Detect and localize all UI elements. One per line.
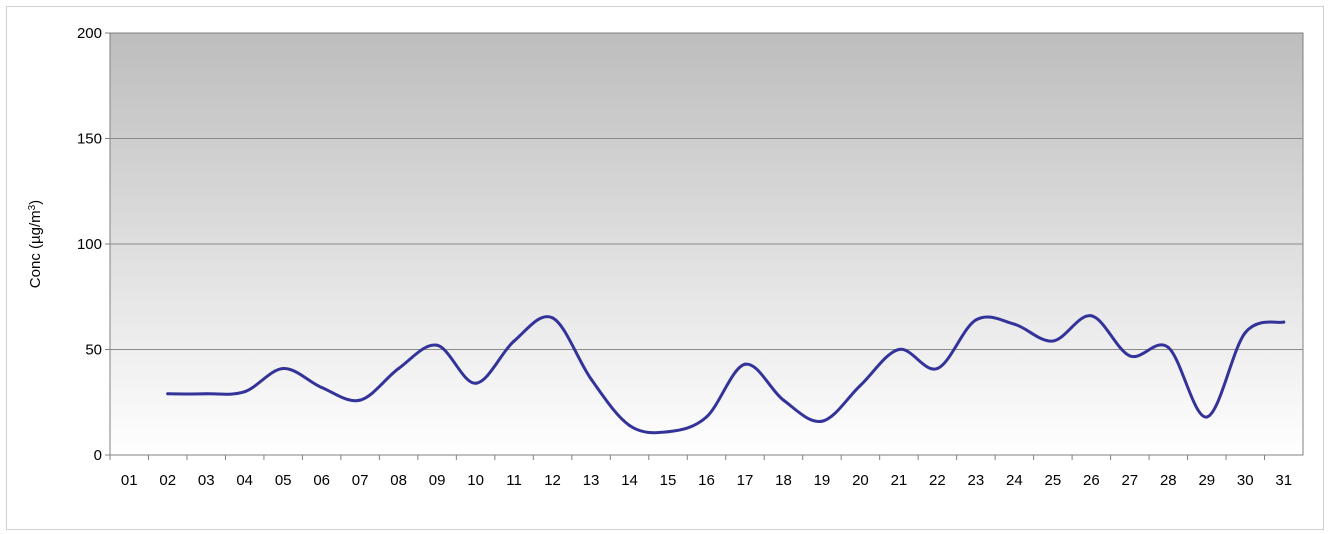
x-tick-label: 20	[852, 472, 869, 489]
x-tick-label: 27	[1121, 472, 1138, 489]
data-point	[281, 366, 285, 370]
data-point	[166, 392, 170, 396]
x-tick-label: 16	[698, 472, 715, 489]
x-tick-label: 30	[1237, 472, 1254, 489]
data-point	[358, 398, 362, 402]
x-tick-label: 24	[1006, 472, 1023, 489]
data-point	[1166, 345, 1170, 349]
y-tick-label: 100	[77, 236, 102, 253]
y-tick-label: 150	[77, 131, 102, 148]
y-tick-label: 50	[85, 342, 102, 359]
x-tick-label: 18	[775, 472, 792, 489]
data-point	[974, 318, 978, 322]
data-point	[512, 339, 516, 343]
x-axis-ticks: 01 02 03 04 05 06 07 08 09 10 11 12 13 14 15 16 17 18 19 20…	[109, 455, 1292, 489]
data-point	[1205, 415, 1209, 419]
x-tick-label: 07	[352, 472, 369, 489]
x-tick-label: 11	[506, 472, 522, 489]
data-point	[897, 348, 901, 351]
x-tick-label: 01	[121, 472, 138, 489]
x-tick-label: 08	[390, 472, 407, 489]
x-tick-label: 28	[1160, 472, 1177, 489]
data-point	[935, 366, 939, 370]
x-tick-label: 09	[429, 472, 446, 489]
data-point	[1051, 339, 1055, 343]
x-tick-label: 31	[1275, 472, 1292, 489]
data-point	[628, 423, 632, 427]
x-tick-label: 25	[1045, 472, 1062, 489]
data-point	[320, 385, 324, 389]
data-point	[1282, 320, 1286, 324]
data-point	[666, 430, 670, 434]
x-tick-label: 04	[236, 472, 253, 489]
x-tick-label: 15	[660, 472, 677, 489]
data-point	[589, 377, 593, 381]
data-point	[1243, 331, 1247, 335]
x-tick-label: 02	[159, 472, 176, 489]
x-tick-label: 06	[313, 472, 330, 489]
data-point	[858, 383, 862, 387]
x-tick-label: 29	[1198, 472, 1215, 489]
x-tick-label: 13	[583, 472, 600, 489]
y-tick-label: 200	[77, 25, 102, 42]
x-tick-label: 12	[544, 472, 561, 489]
y-axis-label: Conc (µg/m3)	[27, 200, 45, 288]
y-axis-ticks: 0 50 100 150 200	[77, 25, 110, 464]
series-group	[166, 314, 1286, 435]
data-point	[204, 392, 208, 396]
x-tick-label: 22	[929, 472, 946, 489]
data-point	[551, 316, 555, 320]
data-point	[705, 415, 708, 419]
x-tick-label: 05	[275, 472, 292, 489]
data-point	[820, 419, 824, 423]
data-point	[243, 390, 247, 394]
y-tick-label: 0	[94, 447, 102, 464]
gridlines	[110, 138, 1303, 350]
x-tick-label: 19	[814, 472, 831, 489]
x-tick-label: 26	[1083, 472, 1100, 489]
x-tick-label: 03	[198, 472, 215, 489]
data-point	[474, 381, 478, 385]
data-point	[781, 398, 785, 402]
data-point	[397, 366, 401, 370]
data-point	[1128, 354, 1132, 358]
data-point	[743, 362, 747, 366]
data-point	[1012, 322, 1016, 326]
x-tick-label: 14	[621, 472, 638, 489]
x-tick-label: 21	[891, 472, 908, 489]
x-tick-label: 10	[467, 472, 484, 489]
data-point	[435, 343, 439, 347]
data-point	[1089, 314, 1093, 318]
x-tick-label: 23	[968, 472, 985, 489]
x-tick-label: 17	[737, 472, 754, 489]
